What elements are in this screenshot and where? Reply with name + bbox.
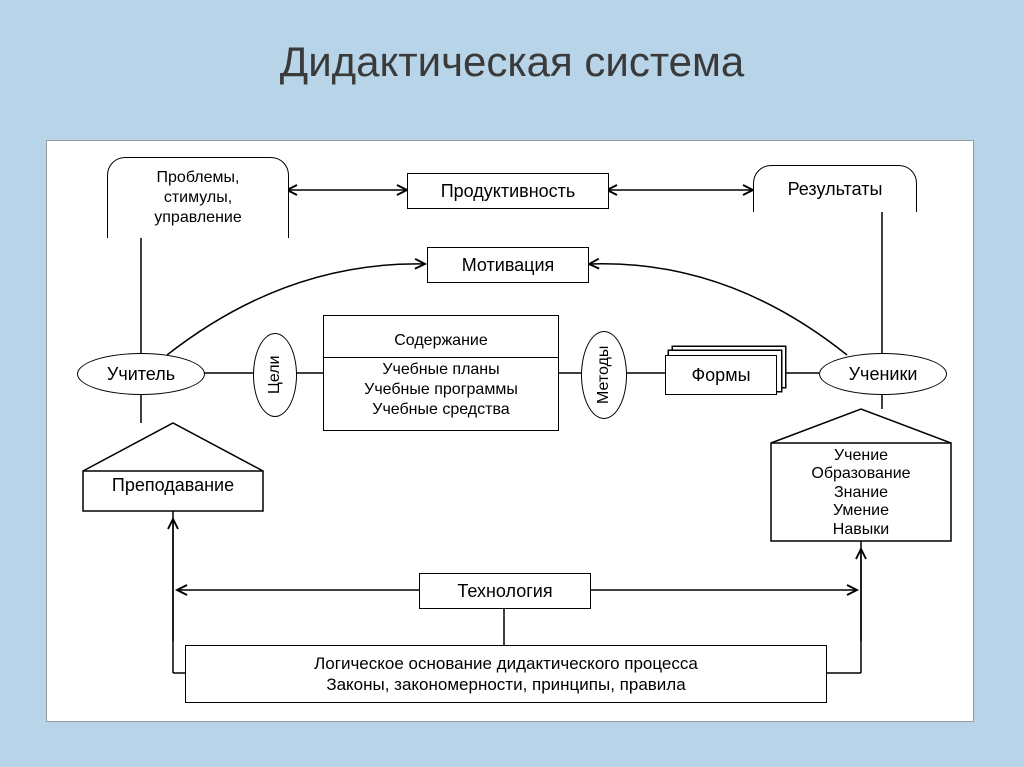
node-content: Содержание Учебные планы Учебные програм… xyxy=(323,315,559,431)
text: Навыки xyxy=(771,521,951,539)
text: управление xyxy=(154,208,242,228)
text: Проблемы, xyxy=(157,168,240,188)
node-learning-label: Учение Образование Знание Умение Навыки xyxy=(771,445,951,541)
node-productivity: Продуктивность xyxy=(407,173,609,209)
node-teaching-label: Преподавание xyxy=(83,475,263,509)
text: Преподавание xyxy=(112,475,234,495)
node-foundation: Логическое основание дидактического проц… xyxy=(185,645,827,703)
text: Умение xyxy=(771,502,951,520)
text: Результаты xyxy=(788,178,883,201)
diagram-container: Проблемы, стимулы, управление Продуктивн… xyxy=(46,140,974,722)
text: Логическое основание дидактического проц… xyxy=(314,653,698,674)
text: Учение xyxy=(771,447,951,465)
node-students: Ученики xyxy=(819,353,947,395)
text: Мотивация xyxy=(462,254,555,277)
node-results: Результаты xyxy=(753,165,917,212)
text: Методы xyxy=(594,346,614,404)
text: Образование xyxy=(771,465,951,483)
node-problems: Проблемы, стимулы, управление xyxy=(107,157,289,238)
text: Законы, закономерности, принципы, правил… xyxy=(326,674,685,695)
text: Ученики xyxy=(849,363,918,386)
node-technology: Технология xyxy=(419,573,591,609)
content-item: Учебные планы xyxy=(324,360,558,380)
content-header: Содержание xyxy=(324,327,558,355)
node-motivation: Мотивация xyxy=(427,247,589,283)
node-methods: Методы xyxy=(581,331,627,419)
text: Технология xyxy=(457,580,552,603)
node-forms: Формы xyxy=(665,355,777,395)
separator xyxy=(324,357,558,358)
content-item: Учебные средства xyxy=(324,400,558,420)
text: Продуктивность xyxy=(441,180,576,203)
node-teacher: Учитель xyxy=(77,353,205,395)
text: Знание xyxy=(771,484,951,502)
text: Цели xyxy=(265,356,285,394)
node-goals: Цели xyxy=(253,333,297,417)
slide-title: Дидактическая система xyxy=(0,38,1024,86)
text: стимулы, xyxy=(164,188,232,208)
content-item: Учебные программы xyxy=(324,380,558,400)
text: Учитель xyxy=(107,363,175,386)
text: Формы xyxy=(691,364,750,387)
